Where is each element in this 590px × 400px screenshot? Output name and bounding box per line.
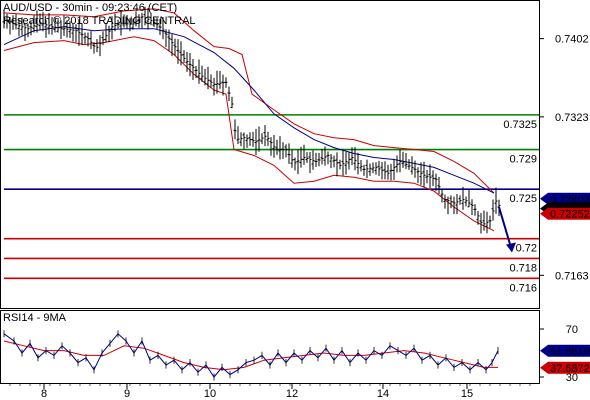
x-axis-tick-label: 8 <box>41 388 47 400</box>
price-tag-box <box>548 207 590 220</box>
y-axis-tick-label: 0.7323 <box>555 112 589 124</box>
main-panel: 0.7325 0.729 0.725 0.72 0.718 0.716 <box>2 6 539 294</box>
rsi-tag-pointer <box>540 361 548 374</box>
rsi-title: RSI14 - 9MA <box>3 312 67 324</box>
rsi-axis-tick-label: 70 <box>566 324 578 336</box>
level-label: 0.716 <box>509 282 537 294</box>
bollinger-lower-line <box>3 36 495 232</box>
y-axis-tick-label: 0.7402 <box>555 34 589 46</box>
bollinger-upper-line <box>3 8 495 194</box>
rsi-tag-label: 37.6872 <box>550 363 590 375</box>
x-axis-tick-label: 10 <box>204 388 216 400</box>
forecast-arrow-head <box>506 242 516 253</box>
rsi-tag-box <box>548 361 590 374</box>
main-panel-frame <box>0 0 540 309</box>
x-axis-tick-label: 14 <box>377 388 389 400</box>
axes: 0.74020.73230.71630.724030.723040.722527… <box>9 34 590 400</box>
level-label: 0.7325 <box>503 119 537 131</box>
price-tag-box <box>548 192 590 205</box>
level-label: 0.725 <box>509 193 537 205</box>
rsi-panel-frame <box>0 310 540 384</box>
rsi-tag-pointer <box>540 344 548 357</box>
level-label: 0.729 <box>509 154 537 166</box>
price-tag-label: 0.72252 <box>550 209 590 221</box>
level-label: 0.72 <box>516 243 537 255</box>
rsi-tag-box <box>548 344 590 357</box>
x-axis-tick-label: 12 <box>286 388 298 400</box>
level-label: 0.718 <box>509 262 537 274</box>
rsi-panel <box>3 330 499 381</box>
chart-title: AUD/USD - 30min - 09:23:46 (CET) <box>3 2 177 14</box>
x-axis-tick-label: 15 <box>461 388 473 400</box>
rsi-tag-label: 51.8619 <box>550 346 590 358</box>
y-axis-tick-label: 0.7163 <box>555 270 589 282</box>
x-axis-band <box>0 384 540 400</box>
price-tag-pointer <box>540 192 548 205</box>
rsi-axis-tick-label: 30 <box>566 372 578 384</box>
x-axis-tick-label: 9 <box>124 388 130 400</box>
chart-copyright: Research © 2018 TRADING CENTRAL <box>3 15 196 27</box>
forecast-arrow-shaft <box>498 206 512 248</box>
price-tag-pointer <box>540 207 548 220</box>
